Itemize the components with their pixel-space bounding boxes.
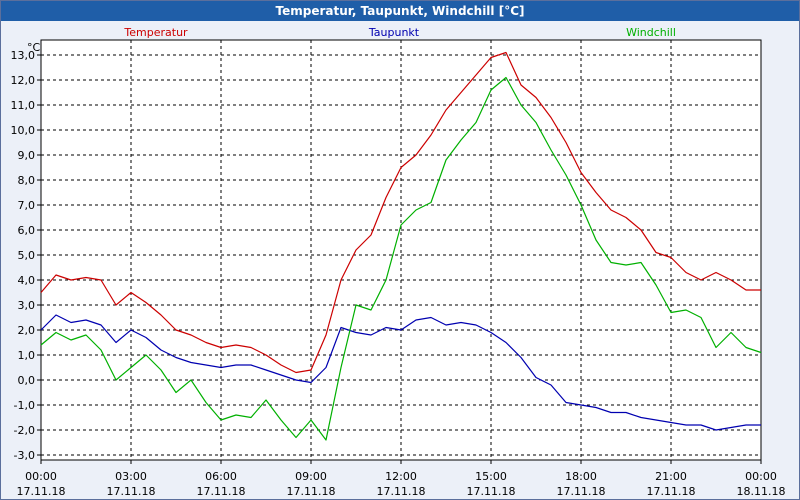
y-tick-label: 3,0 <box>18 299 36 312</box>
y-tick-label: 12,0 <box>11 74 36 87</box>
y-tick-label: 7,0 <box>18 199 36 212</box>
x-tick-date: 17.11.18 <box>17 485 66 498</box>
axis-labels: -3,0 -2,0 -1,0 0,0 1,0 2,0 3,0 4,0 5,0 6,0 7,0 8,0 9… <box>11 49 786 498</box>
x-tick-date: 17.11.18 <box>377 485 426 498</box>
y-tick-label: 9,0 <box>18 149 36 162</box>
legend-temperatur: Temperatur <box>123 26 188 39</box>
y-axis-label: °C <box>27 41 41 54</box>
x-tick-time: 21:00 <box>655 470 687 483</box>
x-tick-time: 12:00 <box>385 470 417 483</box>
x-tick-time: 06:00 <box>205 470 237 483</box>
series-lines <box>40 51 762 441</box>
x-tick-date: 17.11.18 <box>197 485 246 498</box>
series-line-taupunkt <box>40 314 761 431</box>
y-tick-label: 0,0 <box>18 374 36 387</box>
legend-windchill: Windchill <box>626 26 676 39</box>
x-tick-time: 00:00 <box>25 470 57 483</box>
series-line-windchill <box>40 76 762 441</box>
x-tick-date: 17.11.18 <box>107 485 156 498</box>
y-tick-label: 11,0 <box>11 99 36 112</box>
y-tick-label: 10,0 <box>11 124 36 137</box>
y-tick-label: 6,0 <box>18 224 36 237</box>
x-tick-date: 17.11.18 <box>647 485 696 498</box>
y-tick-label: 13,0 <box>11 49 36 62</box>
x-tick-time: 00:00 <box>745 470 777 483</box>
y-tick-label: 2,0 <box>18 324 36 337</box>
y-tick-label: 1,0 <box>18 349 36 362</box>
series-line-temperatur <box>40 51 761 374</box>
x-tick-date: 18.11.18 <box>737 485 786 498</box>
legend: Temperatur Taupunkt Windchill <box>123 26 676 39</box>
y-tick-label: -2,0 <box>14 424 35 437</box>
x-tick-time: 09:00 <box>295 470 327 483</box>
y-tick-label: 4,0 <box>18 274 36 287</box>
y-tick-label: 5,0 <box>18 249 36 262</box>
x-tick-time: 03:00 <box>115 470 147 483</box>
x-tick-time: 15:00 <box>475 470 507 483</box>
y-tick-label: 8,0 <box>18 174 36 187</box>
x-tick-date: 17.11.18 <box>467 485 516 498</box>
window-title: Temperatur, Taupunkt, Windchill [°C] <box>1 1 799 21</box>
y-tick-label: -1,0 <box>14 399 35 412</box>
legend-taupunkt: Taupunkt <box>368 26 420 39</box>
x-tick-time: 18:00 <box>565 470 597 483</box>
y-tick-label: -3,0 <box>14 449 35 462</box>
x-tick-date: 17.11.18 <box>287 485 336 498</box>
x-tick-date: 17.11.18 <box>557 485 606 498</box>
